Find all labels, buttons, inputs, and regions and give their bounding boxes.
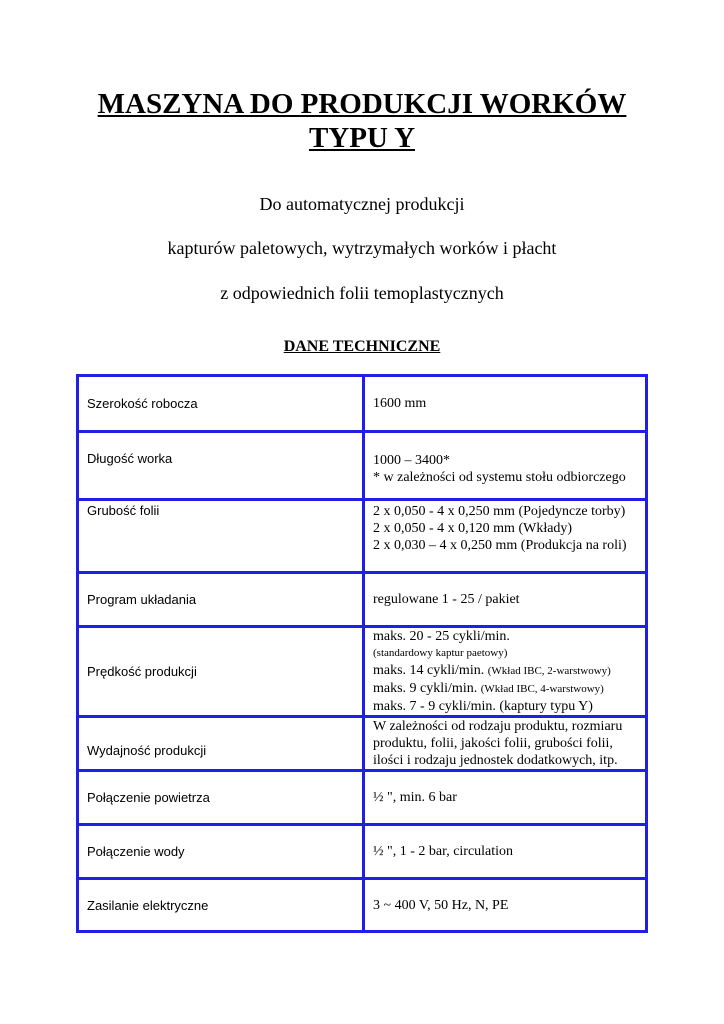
row-value: W zależności od rodzaju produktu, rozmia… xyxy=(362,715,648,772)
value-line: 2 x 0,030 – 4 x 0,250 mm (Produkcja na r… xyxy=(373,538,627,553)
value-line: maks. 9 cykli/min. xyxy=(373,681,478,696)
row-label: Prędkość produkcji xyxy=(76,625,365,718)
row-label: Połączenie powietrza xyxy=(76,769,365,826)
value-line: produktu, folii, jakości folii, grubości… xyxy=(373,736,613,751)
value-line: ½ ", min. 6 bar xyxy=(373,790,457,805)
title-line-1: MASZYNA DO PRODUKCJI WORKÓW xyxy=(97,88,627,120)
row-value: 3 ~ 400 V, 50 Hz, N, PE xyxy=(362,877,648,933)
value-note: (Wkład IBC, 2-warstwowy) xyxy=(487,665,611,677)
title-line-2: TYPU Y xyxy=(308,122,416,154)
row-value: 1600 mm xyxy=(362,374,648,433)
spec-table: Szerokość robocza 1600 mm Długość worka 10… xyxy=(76,374,648,933)
table-row: Wydajność produkcji W zależności od rodza… xyxy=(76,715,648,772)
row-label: Długość worka xyxy=(76,430,365,501)
table-row: Długość worka 1000 – 3400* * w zależności … xyxy=(76,430,648,501)
table-row: Szerokość robocza 1600 mm xyxy=(76,374,648,433)
row-value: ½ ", min. 6 bar xyxy=(362,769,648,826)
subtitle-line-3: z odpowiednich folii temoplastycznych xyxy=(220,283,504,303)
row-label: Szerokość robocza xyxy=(76,374,365,433)
row-value: maks. 20 - 25 cykli/min. (standardowy kap… xyxy=(362,625,648,718)
row-label: Zasilanie elektryczne xyxy=(76,877,365,933)
value-line: 1600 mm xyxy=(373,396,427,411)
row-label: Połączenie wody xyxy=(76,823,365,880)
value-line: W zależności od rodzaju produktu, rozmia… xyxy=(373,719,623,734)
row-value: 2 x 0,050 - 4 x 0,250 mm (Pojedyncze tor… xyxy=(362,498,648,574)
section-heading: DANE TECHNICZNE xyxy=(283,338,441,355)
value-line: maks. 7 - 9 cykli/min. (kaptury typu Y) xyxy=(373,699,593,714)
subtitle-line-1: Do automatycznej produkcji xyxy=(259,194,465,214)
value-line: 1000 – 3400* xyxy=(373,452,450,468)
value-line: ilości i rodzaju jednostek dodatkowych, … xyxy=(373,753,618,768)
value-line: maks. 20 - 25 cykli/min. xyxy=(373,629,510,644)
value-line: ½ ", 1 - 2 bar, circulation xyxy=(373,844,514,859)
value-line: 2 x 0,050 - 4 x 0,250 mm (Pojedyncze tor… xyxy=(373,504,626,519)
row-label: Grubość folii xyxy=(76,498,365,574)
table-row: Prędkość produkcji maks. 20 - 25 cykli/mi… xyxy=(76,625,648,718)
row-value: 1000 – 3400* * w zależności od systemu st… xyxy=(362,430,648,501)
table-row: Program układania regulowane 1 - 25 / pak… xyxy=(76,571,648,628)
value-line: * w zależności od systemu stołu odbiorcz… xyxy=(373,469,626,485)
value-line: regulowane 1 - 25 / pakiet xyxy=(373,592,520,607)
value-line: (standardowy kaptur paetowy) xyxy=(373,647,508,659)
row-label: Program układania xyxy=(76,571,365,628)
table-row: Grubość folii 2 x 0,050 - 4 x 0,250 mm (P… xyxy=(76,498,648,574)
row-label: Wydajność produkcji xyxy=(76,715,365,772)
row-value: regulowane 1 - 25 / pakiet xyxy=(362,571,648,628)
subtitle-line-2: kapturów paletowych, wytrzymałych worków… xyxy=(167,238,557,258)
value-line: 3 ~ 400 V, 50 Hz, N, PE xyxy=(373,897,509,913)
value-line: maks. 14 cykli/min. xyxy=(373,663,485,678)
table-row: Połączenie wody ½ ", 1 - 2 bar, circulati… xyxy=(76,823,648,880)
table-row: Zasilanie elektryczne 3 ~ 400 V, 50 Hz, N… xyxy=(76,877,648,933)
table-row: Połączenie powietrza ½ ", min. 6 bar xyxy=(76,769,648,826)
row-value: ½ ", 1 - 2 bar, circulation xyxy=(362,823,648,880)
value-line: 2 x 0,050 - 4 x 0,120 mm (Wkłady) xyxy=(373,521,573,536)
value-note: (Wkład IBC, 4-warstwowy) xyxy=(480,683,604,695)
